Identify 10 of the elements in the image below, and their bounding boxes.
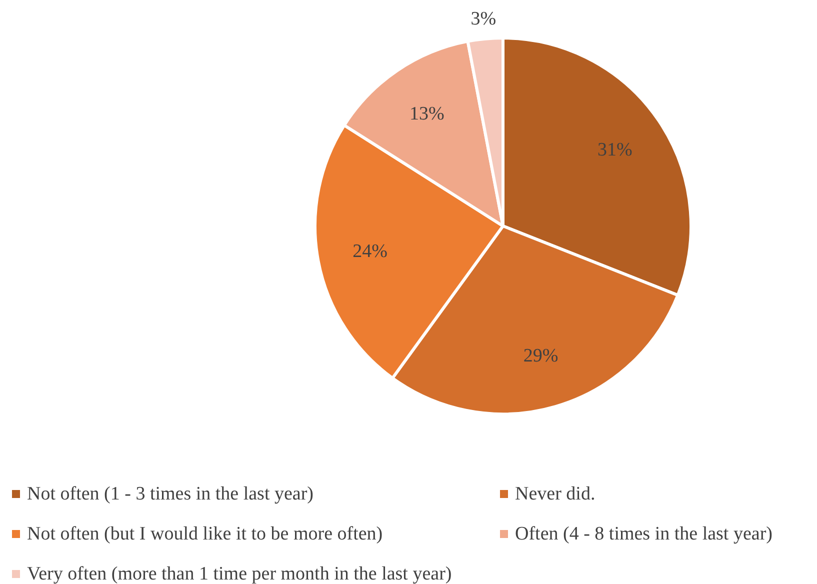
data-label: 29% (523, 345, 558, 366)
legend-label: Not often (1 - 3 times in the last year) (27, 484, 314, 504)
legend-label: Not often (but I would like it to be more often) (27, 524, 383, 544)
legend-label: Never did. (515, 484, 596, 504)
data-label: 13% (410, 104, 444, 125)
data-label: 24% (352, 240, 388, 262)
legend-label: Very often (more than 1 time per month in the last year) (27, 564, 452, 584)
data-label: 31% (598, 139, 633, 160)
data-label: 3% (470, 8, 496, 30)
legend-label: Often (4 - 8 times in the last year) (515, 524, 772, 544)
